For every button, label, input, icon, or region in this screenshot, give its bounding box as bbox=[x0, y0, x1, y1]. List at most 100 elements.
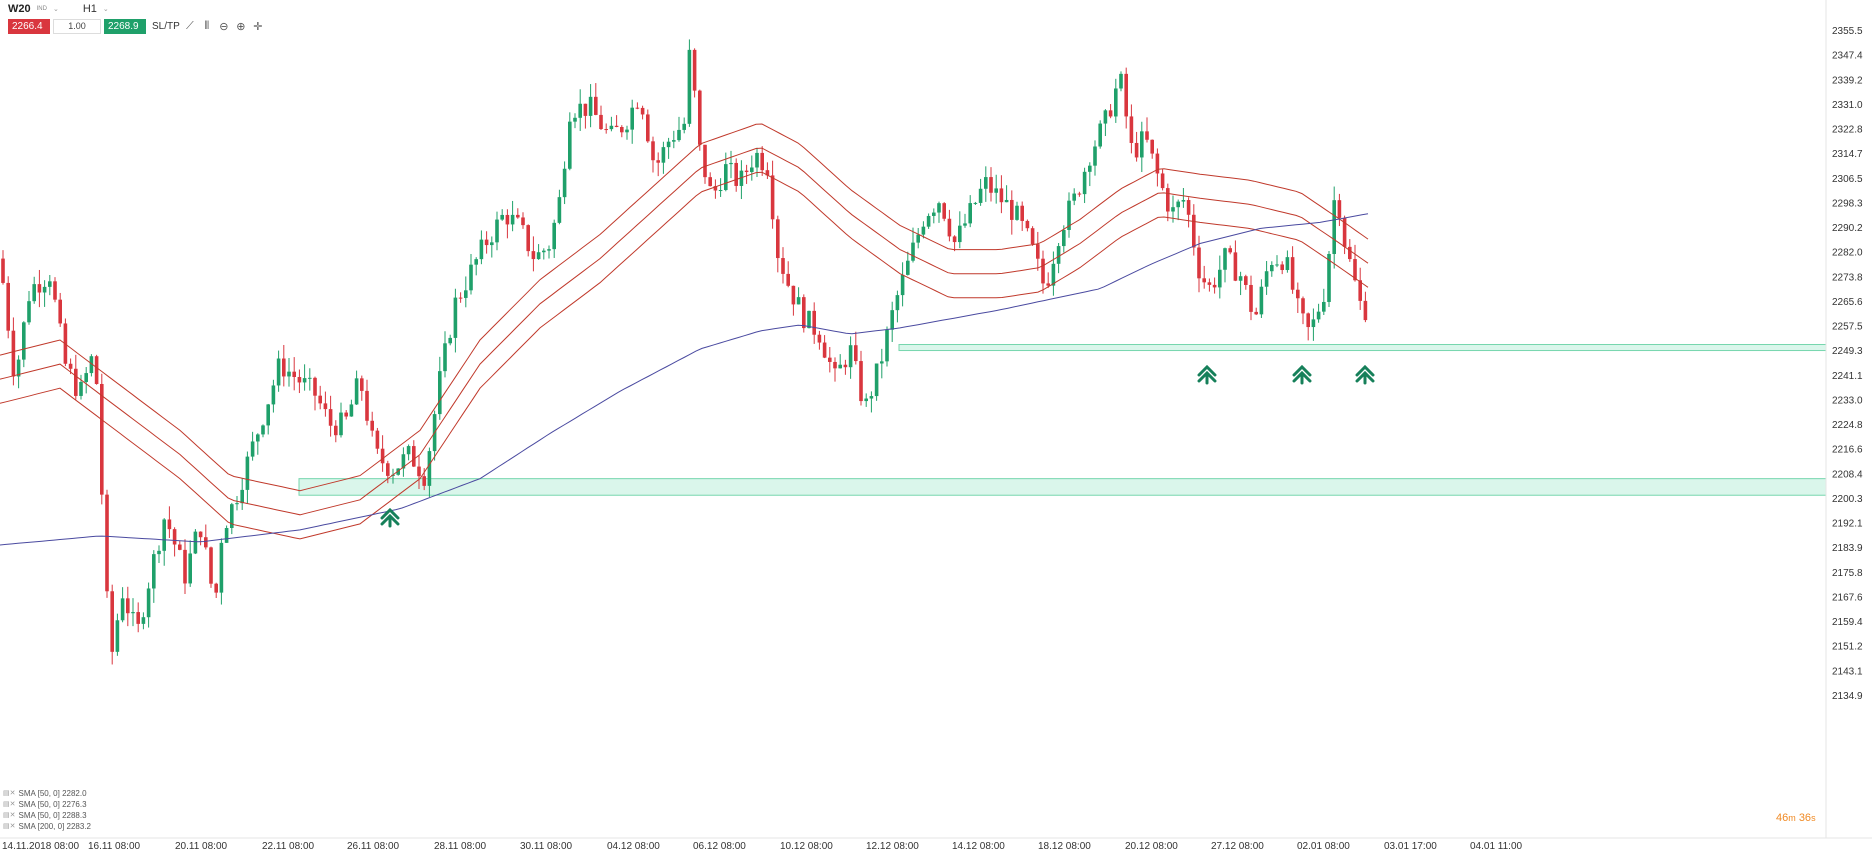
y-tick-label: 2347.4 bbox=[1832, 51, 1863, 62]
candle-body bbox=[864, 398, 868, 402]
candle-body bbox=[552, 222, 556, 250]
candle-body bbox=[1254, 311, 1258, 315]
candle-body bbox=[453, 297, 458, 338]
buy-button[interactable]: 2268.9 bbox=[104, 18, 146, 34]
legend-item[interactable]: ▤✕ SMA [200, 0] 2283.2 bbox=[3, 822, 91, 831]
settings-icon[interactable]: ▤✕ bbox=[3, 823, 16, 830]
candle-body bbox=[724, 164, 728, 191]
line-chart-icon[interactable]: ⟋ bbox=[185, 19, 194, 32]
candle-body bbox=[375, 430, 380, 449]
candle-body bbox=[1228, 248, 1232, 253]
candle-body bbox=[999, 188, 1004, 203]
candle-body bbox=[973, 202, 978, 204]
settings-icon[interactable]: ▤✕ bbox=[3, 801, 16, 808]
volume-input[interactable]: 1.00 bbox=[53, 18, 101, 34]
candle-body bbox=[588, 96, 593, 116]
y-tick-label: 2257.5 bbox=[1832, 322, 1863, 333]
y-tick-label: 2151.2 bbox=[1832, 642, 1863, 653]
candle-body bbox=[464, 290, 468, 298]
candle-body bbox=[869, 396, 874, 399]
buy-signal-arrow-icon bbox=[1197, 364, 1217, 385]
candle-body bbox=[313, 377, 317, 396]
settings-icon[interactable]: ▤✕ bbox=[3, 790, 16, 797]
candle-body bbox=[193, 531, 198, 554]
candle-body bbox=[474, 259, 478, 265]
candle-body bbox=[250, 441, 255, 457]
candle-body bbox=[323, 403, 328, 410]
zoom-out-icon[interactable]: ⊖ bbox=[219, 20, 229, 33]
candle-body bbox=[443, 343, 447, 372]
candle-body bbox=[1067, 200, 1071, 230]
zoom-in-icon[interactable]: ⊕ bbox=[236, 20, 246, 33]
candle-body bbox=[594, 96, 598, 115]
candle-body bbox=[1264, 271, 1269, 287]
candle-body bbox=[328, 409, 333, 426]
candle-body bbox=[495, 219, 499, 243]
candle-body bbox=[505, 214, 510, 225]
candle-body bbox=[271, 385, 276, 405]
candle-body bbox=[1207, 282, 1212, 285]
candle-body bbox=[401, 454, 406, 469]
x-tick-label: 04.12 08:00 bbox=[607, 841, 660, 852]
legend-item[interactable]: ▤✕ SMA [50, 0] 2288.3 bbox=[3, 811, 87, 820]
candle-body bbox=[1280, 264, 1284, 271]
candle-body bbox=[614, 125, 619, 128]
symbol-dropdown-icon[interactable]: ⌄ bbox=[52, 6, 59, 13]
candle-body bbox=[339, 412, 343, 436]
legend-item[interactable]: ▤✕ SMA [50, 0] 2282.0 bbox=[3, 789, 87, 798]
candle-body bbox=[354, 378, 359, 405]
timeframe-select[interactable]: H1 bbox=[82, 3, 97, 15]
candle-body bbox=[318, 395, 322, 404]
x-tick-label: 16.11 08:00 bbox=[88, 841, 141, 852]
crosshair-icon[interactable]: ✛ bbox=[253, 20, 263, 33]
candle-body bbox=[1098, 123, 1102, 147]
candle-body bbox=[687, 49, 692, 124]
candle-body bbox=[880, 361, 884, 364]
candle-body bbox=[516, 214, 520, 218]
x-tick-label: 20.12 08:00 bbox=[1125, 841, 1178, 852]
candle-body bbox=[1218, 269, 1222, 288]
settings-icon[interactable]: ▤✕ bbox=[3, 812, 16, 819]
candle-body bbox=[1036, 244, 1040, 259]
buy-signal-arrow-icon bbox=[380, 507, 400, 528]
candle-body bbox=[152, 554, 156, 589]
candle-body bbox=[859, 361, 863, 402]
y-tick-label: 2233.0 bbox=[1832, 395, 1863, 406]
candle-body bbox=[573, 117, 577, 122]
legend-item[interactable]: ▤✕ SMA [50, 0] 2276.3 bbox=[3, 800, 87, 809]
candle-body bbox=[656, 160, 660, 163]
candle-body bbox=[843, 364, 848, 368]
candle-body bbox=[1025, 220, 1030, 229]
sltp-button[interactable]: SL/TP bbox=[152, 20, 180, 32]
candle-body bbox=[115, 620, 120, 652]
candle-body bbox=[302, 378, 307, 383]
candle-body bbox=[744, 170, 749, 173]
candle-body bbox=[791, 285, 796, 305]
candle-body bbox=[770, 175, 775, 220]
candle-body bbox=[58, 299, 62, 324]
candle-body bbox=[412, 446, 416, 467]
candle-body bbox=[380, 448, 385, 464]
sma200-line bbox=[0, 213, 1369, 546]
timeframe-dropdown-icon[interactable]: ⌄ bbox=[102, 6, 109, 13]
candle-body bbox=[100, 383, 104, 495]
candle-body bbox=[932, 212, 936, 216]
candles bbox=[1, 39, 1368, 665]
symbol-name[interactable]: W20 bbox=[8, 3, 31, 15]
candle-body bbox=[599, 114, 603, 130]
y-tick-label: 2322.8 bbox=[1832, 125, 1863, 136]
candle-body bbox=[126, 598, 130, 614]
x-tick-label: 27.12 08:00 bbox=[1211, 841, 1264, 852]
candle-icon[interactable]: ⫴ bbox=[204, 19, 210, 32]
candle-body bbox=[1192, 214, 1196, 248]
candle-body bbox=[692, 49, 697, 91]
x-tick-label: 14.11.2018 08:00 bbox=[2, 841, 80, 852]
candle-body bbox=[833, 361, 837, 369]
candle-body bbox=[469, 264, 473, 291]
candle-body bbox=[110, 591, 114, 652]
candle-body bbox=[942, 203, 946, 219]
candle-body bbox=[713, 186, 718, 191]
sell-button[interactable]: 2266.4 bbox=[8, 18, 50, 34]
candle-body bbox=[1275, 264, 1279, 266]
